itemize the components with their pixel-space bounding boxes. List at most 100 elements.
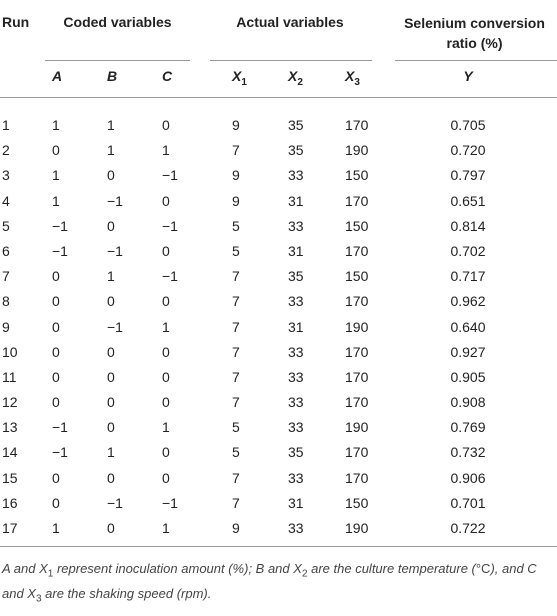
table-cell: 0 bbox=[162, 368, 170, 385]
table-cell: 0.906 bbox=[450, 469, 486, 486]
table-cell: 7 bbox=[232, 394, 240, 411]
table-cell: 1 bbox=[52, 167, 60, 184]
table-cell: 33 bbox=[288, 469, 304, 486]
table-cell: 9 bbox=[232, 117, 240, 133]
table-cell: 0.908 bbox=[450, 394, 486, 411]
rule bbox=[0, 546, 557, 547]
table-cell: 0 bbox=[162, 117, 170, 133]
table-cell: 0 bbox=[52, 394, 60, 411]
table-cell: 0 bbox=[107, 343, 115, 360]
table-cell: 0.717 bbox=[450, 268, 486, 285]
table-cell: 190 bbox=[345, 419, 369, 436]
table-cell: 5 bbox=[232, 444, 240, 461]
table-cell: 6 bbox=[2, 242, 10, 259]
table-cell: −1 bbox=[52, 217, 68, 234]
table-cell: 0 bbox=[107, 217, 115, 234]
footnote-text: 3 bbox=[35, 593, 42, 605]
table-cell: 31 bbox=[288, 192, 304, 209]
table-cell: 35 bbox=[288, 444, 304, 461]
table-cell: −1 bbox=[162, 494, 178, 511]
table-cell: 1 bbox=[107, 268, 115, 285]
subheader: A bbox=[52, 67, 62, 85]
table-cell: 0.769 bbox=[450, 419, 486, 436]
table-cell: 150 bbox=[345, 494, 369, 511]
table-cell: 0 bbox=[107, 469, 115, 486]
table-cell: 170 bbox=[345, 444, 369, 461]
table-cell: 1 bbox=[52, 520, 60, 537]
subheader-subscript: 3 bbox=[354, 76, 360, 88]
table-cell: 33 bbox=[288, 217, 304, 234]
table-cell: 0.640 bbox=[450, 318, 486, 335]
table-cell: 170 bbox=[345, 394, 369, 411]
table-cell: 4 bbox=[2, 192, 10, 209]
subheader-letter: A bbox=[52, 68, 63, 84]
table-cell: 1 bbox=[52, 117, 60, 133]
table-cell: 170 bbox=[345, 469, 369, 486]
table-cell: 170 bbox=[345, 368, 369, 385]
footnote-text: 2 bbox=[301, 568, 308, 580]
column-header: Run bbox=[2, 14, 30, 30]
table-cell: 9 bbox=[2, 318, 10, 335]
table-cell: −1 bbox=[107, 192, 123, 209]
table-cell: 31 bbox=[288, 242, 304, 259]
table-cell: 0 bbox=[52, 293, 60, 310]
table-cell: 0 bbox=[162, 444, 170, 461]
table-cell: 0 bbox=[52, 343, 60, 360]
footnote-text: 1 bbox=[47, 568, 54, 580]
table-cell: 9 bbox=[232, 167, 240, 184]
table-cell: 33 bbox=[288, 520, 304, 537]
subheader-letter: Y bbox=[463, 68, 473, 84]
table-cell: 0 bbox=[52, 368, 60, 385]
table-cell: 1 bbox=[162, 419, 170, 436]
group-header: Selenium conversion ratio (%) bbox=[404, 15, 545, 51]
table-cell: 11 bbox=[2, 368, 17, 385]
rule bbox=[210, 60, 372, 61]
table-cell: 0.905 bbox=[450, 368, 486, 385]
subheader-letter: C bbox=[162, 68, 173, 84]
table-cell: 170 bbox=[345, 293, 369, 310]
footnote-text: are the shaking speed (rpm). bbox=[41, 585, 212, 601]
table-cell: 7 bbox=[232, 469, 240, 486]
table-cell: 9 bbox=[232, 520, 240, 537]
subheader: X1 bbox=[232, 67, 247, 92]
table-cell: 5 bbox=[232, 217, 240, 234]
table-cell: 33 bbox=[288, 419, 304, 436]
subheader-subscript: 1 bbox=[241, 76, 247, 88]
footnote-text: represent inoculation amount (%); B and … bbox=[53, 561, 302, 576]
table-cell: 0.797 bbox=[450, 167, 486, 184]
table-cell: 0 bbox=[107, 368, 115, 385]
table-cell: 150 bbox=[345, 217, 369, 234]
table-cell: 14 bbox=[2, 444, 18, 461]
table-cell: 0 bbox=[162, 192, 170, 209]
subheader: X2 bbox=[288, 67, 303, 92]
table-cell: 0.814 bbox=[450, 217, 486, 234]
subheader: B bbox=[107, 67, 117, 85]
table-cell: 0.927 bbox=[450, 343, 486, 360]
footnote-text: °C bbox=[475, 561, 491, 576]
table-cell: 1 bbox=[107, 117, 115, 133]
table-cell: −1 bbox=[162, 217, 178, 234]
table-cell: 170 bbox=[345, 192, 369, 209]
table-cell: 0 bbox=[107, 167, 115, 184]
table-cell: 0 bbox=[52, 494, 60, 511]
table-cell: 3 bbox=[2, 167, 10, 184]
table-cell: 10 bbox=[2, 343, 18, 360]
table-cell: 190 bbox=[345, 142, 369, 159]
table-cell: 1 bbox=[162, 520, 170, 537]
table-cell: 0.962 bbox=[450, 293, 486, 310]
table-cell: 0 bbox=[162, 394, 170, 411]
group-header: Actual variables bbox=[236, 14, 344, 30]
table-cell: 1 bbox=[162, 318, 170, 335]
table-cell: 0 bbox=[107, 419, 115, 436]
table-cell: −1 bbox=[107, 318, 123, 335]
table-cell: 0 bbox=[162, 343, 170, 360]
table-cell: 0 bbox=[162, 242, 170, 259]
footnote-text: ), and C and X bbox=[2, 561, 537, 601]
table-cell: 5 bbox=[232, 242, 240, 259]
table-cell: −1 bbox=[52, 419, 68, 436]
table-cell: 0.701 bbox=[450, 494, 486, 511]
table-cell: −1 bbox=[52, 444, 68, 461]
subheader-subscript: 2 bbox=[297, 76, 303, 88]
table-cell: 7 bbox=[232, 268, 240, 285]
table-cell: 17 bbox=[2, 520, 18, 537]
